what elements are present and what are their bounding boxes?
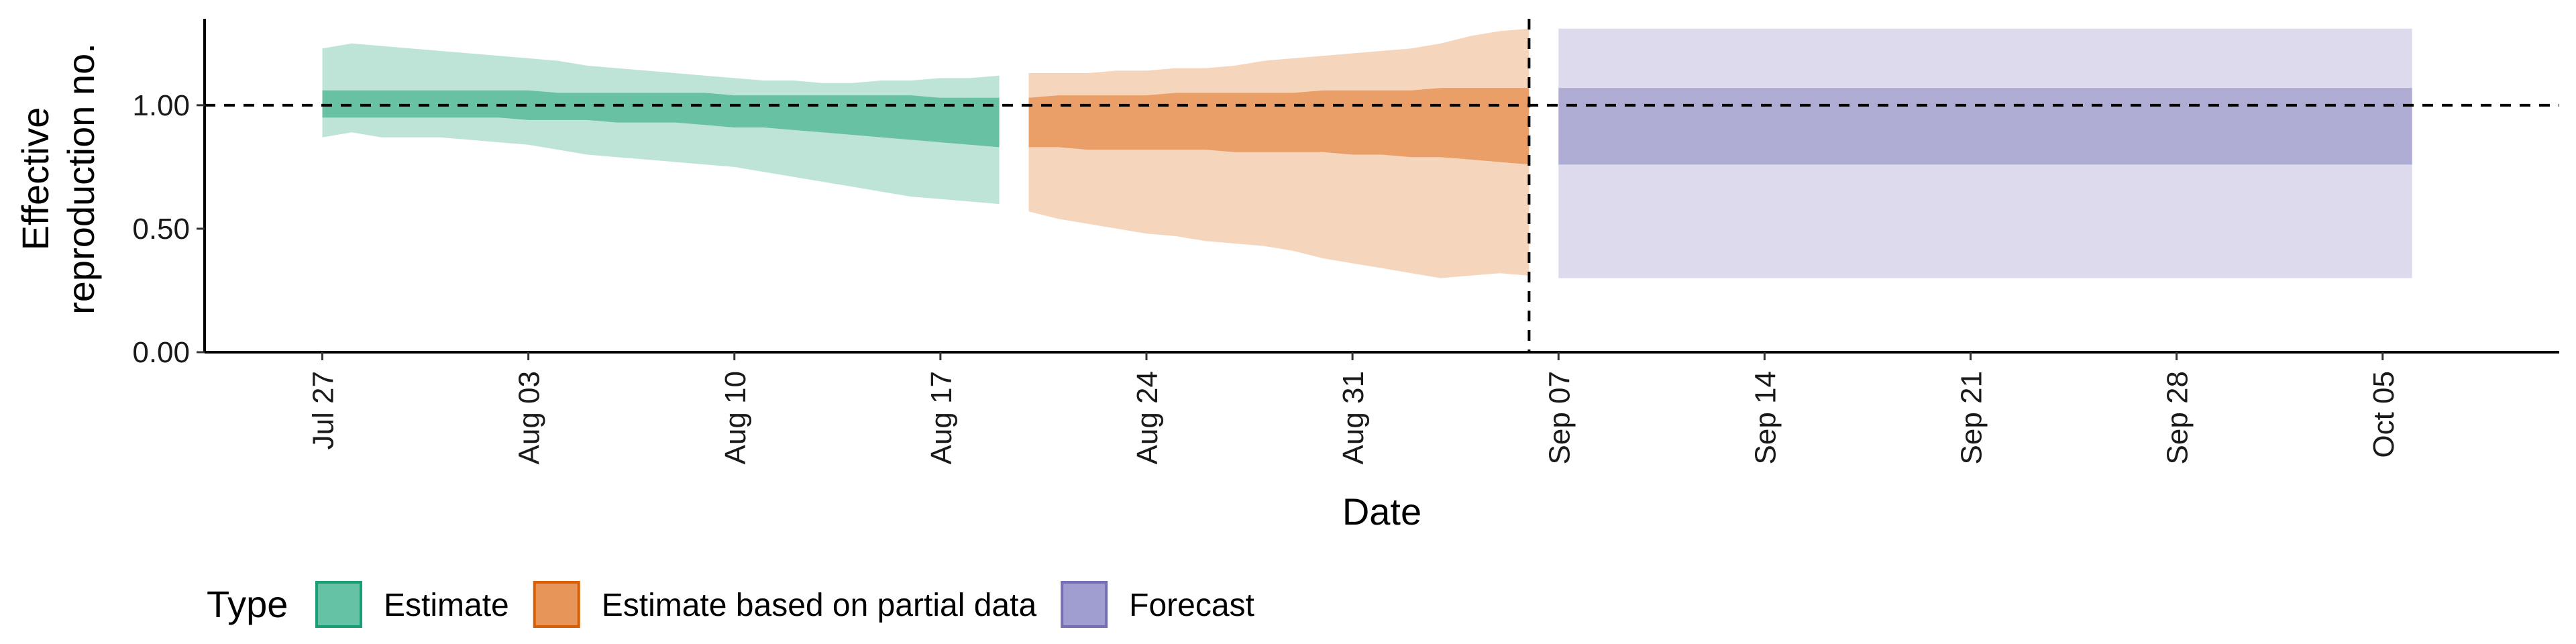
legend-key-estimate-based-on-partial-data [533, 581, 580, 628]
y-tick-label: 0.50 [132, 213, 190, 246]
reference-lines [205, 19, 2559, 352]
x-tick-label: Aug 17 [925, 371, 958, 464]
legend-key-estimate [315, 581, 362, 628]
x-tick-label: Aug 31 [1337, 371, 1370, 464]
x-tick-label: Sep 28 [2161, 371, 2194, 464]
ribbon-90-estimate [322, 43, 1000, 205]
y-axis-title: Effectivereproduction no. [14, 43, 102, 315]
y-tick-label: 1.00 [132, 89, 190, 122]
ribbon-50-estimate-based-on-partial-data [1028, 88, 1529, 165]
x-axis-title: Date [1342, 490, 1421, 533]
legend-title: Type [207, 583, 288, 625]
x-tick-label: Sep 14 [1749, 371, 1782, 464]
legend-label-estimate: Estimate [384, 588, 509, 623]
legend: Type Estimate Estimate based on partial da… [207, 581, 1254, 628]
y-axis-title-line: reproduction no. [60, 43, 102, 315]
ribbon-layer [322, 28, 2412, 278]
x-tick-label: Jul 27 [307, 371, 340, 449]
legend-label-estimate-based-on-partial-data: Estimate based on partial data [602, 588, 1037, 623]
legend-key-forecast [1061, 581, 1108, 628]
x-tick-label: Aug 03 [513, 371, 546, 464]
y-tick-label: 0.00 [132, 336, 190, 369]
x-tick-label: Sep 07 [1543, 371, 1576, 464]
x-tick-label: Aug 24 [1131, 371, 1164, 464]
x-tick-label: Aug 10 [719, 371, 752, 464]
legend-label-forecast: Forecast [1129, 588, 1254, 623]
ribbon-50-forecast [1558, 88, 2412, 165]
x-tick-label: Sep 21 [1955, 371, 1988, 464]
axes: 0.00 0.50 1.00 Jul 27 Aug 03 Aug 10 Aug 17 Aug … [14, 19, 2559, 533]
y-axis-title-line: Effective [14, 107, 56, 251]
x-tick-label: Oct 05 [2367, 371, 2400, 458]
